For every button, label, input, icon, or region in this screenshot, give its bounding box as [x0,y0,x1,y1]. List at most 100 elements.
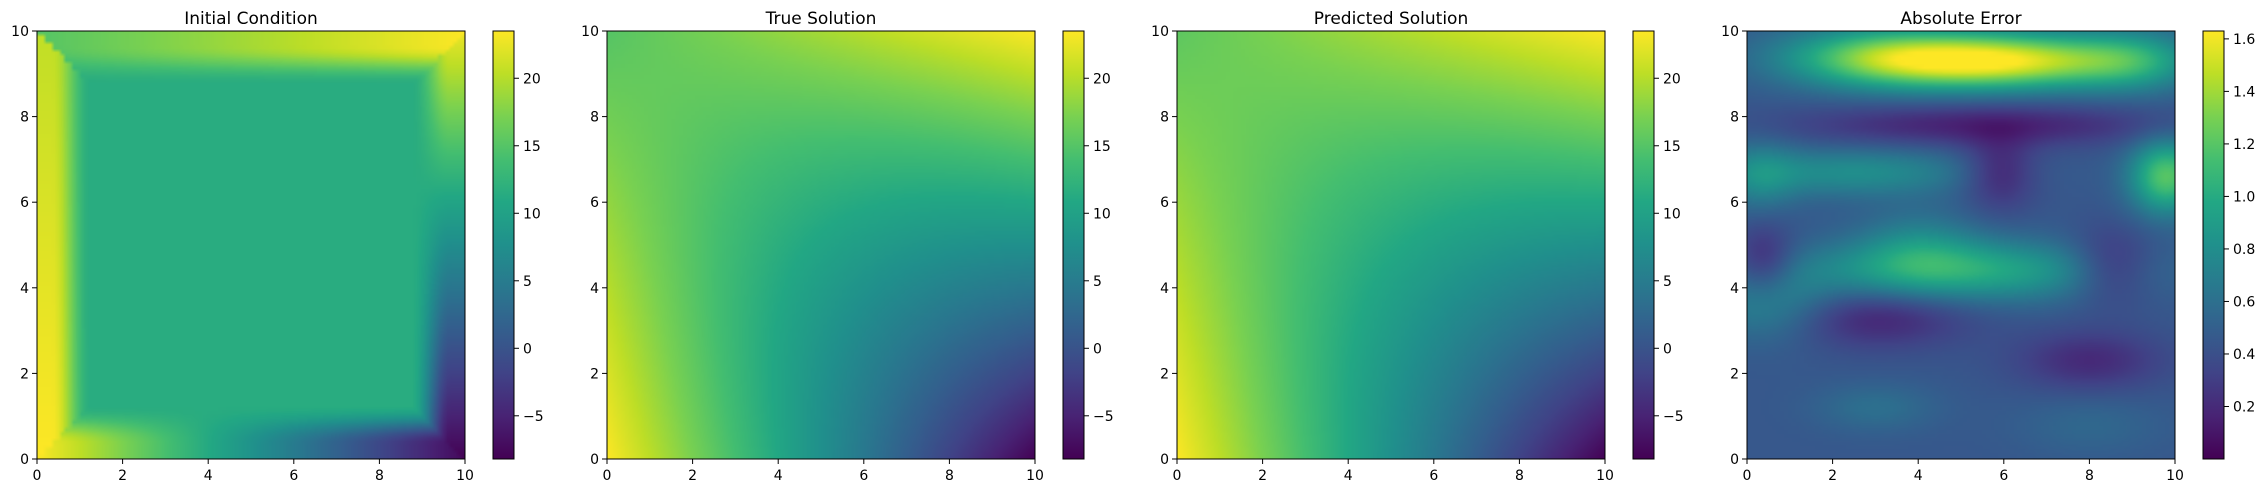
heatmap-image [1747,31,2175,459]
axes-frame [606,30,1036,460]
x-tick-label: 6 [859,468,868,484]
colorbar-tick-label: −5 [523,409,544,425]
heatmap-image [607,31,1035,459]
x-tick-label: 8 [1515,468,1524,484]
y-tick-label: 10 [11,24,29,40]
y-tick-label: 8 [1160,110,1169,126]
subplot-title: True Solution [765,9,877,29]
y-tick-label: 0 [20,452,29,468]
y-tick-label: 8 [590,110,599,126]
y-tick-label: 2 [1160,366,1169,382]
x-tick-label: 0 [1743,468,1752,484]
subplot-title: Absolute Error [1900,9,2021,29]
y-tick-label: 0 [1730,452,1739,468]
colorbar-frame [1062,30,1085,460]
colorbar-frame [2202,30,2225,460]
colorbar-tick-label: 10 [523,206,541,222]
x-tick-label: 6 [1999,468,2008,484]
y-tick-label: 6 [590,195,599,211]
y-tick-label: 4 [20,281,29,297]
x-tick-label: 10 [1026,468,1044,484]
colorbar-tick-label: 10 [1663,206,1681,222]
x-tick-label: 8 [2085,468,2094,484]
colorbar-tick-label: 0.4 [2233,347,2255,363]
colorbar-tick-label: 0.2 [2233,399,2255,415]
y-tick-label: 8 [1730,110,1739,126]
colorbar-tick-label: 15 [1093,139,1111,155]
colorbar-tick-label: 20 [523,71,541,87]
x-tick-label: 4 [1344,468,1353,484]
x-tick-label: 2 [688,468,697,484]
colorbar [2203,31,2224,459]
y-tick-label: 4 [590,281,599,297]
colorbar [1633,31,1654,459]
colorbar-tick-label: −5 [1663,409,1684,425]
subplot-3: Predicted Solution 0 2 4 6 8 10 0 2 4 6 8 10 −5 0 5 10 15… [1151,9,1683,484]
x-tick-label: 4 [1914,468,1923,484]
colorbar-frame [492,30,515,460]
y-tick-label: 10 [1151,24,1169,40]
x-tick-label: 10 [456,468,474,484]
colorbar-tick-label: 1.2 [2233,137,2255,153]
heatmap-image [37,31,465,459]
y-tick-label: 2 [1730,366,1739,382]
subplot-4: Absolute Error 0 2 4 6 8 10 0 2 4 6 8 10 0.2 0.4 0.6 0.8… [1721,9,2255,484]
y-tick-label: 6 [1160,195,1169,211]
colorbar-tick-label: 0 [523,341,532,357]
colorbar-frame [1632,30,1655,460]
colorbar-tick-label: 20 [1093,71,1111,87]
colorbar-tick-label: 0.6 [2233,294,2255,310]
x-tick-label: 6 [1429,468,1438,484]
colorbar-tick-label: 20 [1663,71,1681,87]
heatmap-image [1177,31,1605,459]
y-tick-label: 4 [1160,281,1169,297]
colorbar-tick-label: 0 [1663,341,1672,357]
x-tick-label: 2 [1258,468,1267,484]
subplot-title: Predicted Solution [1314,9,1468,29]
y-tick-label: 0 [590,452,599,468]
x-tick-label: 8 [945,468,954,484]
x-tick-label: 4 [204,468,213,484]
colorbar-tick-label: 1.4 [2233,84,2255,100]
colorbar-tick-label: −5 [1093,409,1114,425]
x-tick-label: 2 [118,468,127,484]
y-tick-label: 6 [20,195,29,211]
axes-frame [1176,30,1606,460]
colorbar-tick-label: 5 [1663,274,1672,290]
x-tick-label: 4 [774,468,783,484]
subplot-title: Initial Condition [184,9,318,29]
x-tick-label: 0 [1173,468,1182,484]
y-tick-label: 2 [590,366,599,382]
colorbar-tick-label: 0 [1093,341,1102,357]
axes-frame [1746,30,2176,460]
subplot-1: Initial Condition 0 2 4 6 8 10 0 2 4 6 8 10 −5 0 5 10 15 2… [11,9,543,484]
colorbar-tick-label: 5 [1093,274,1102,290]
x-tick-label: 8 [375,468,384,484]
y-tick-label: 4 [1730,281,1739,297]
x-tick-label: 2 [1828,468,1837,484]
y-tick-label: 10 [581,24,599,40]
axes-frame [36,30,466,460]
x-tick-label: 10 [2166,468,2184,484]
y-tick-label: 6 [1730,195,1739,211]
x-tick-label: 10 [1596,468,1614,484]
x-tick-label: 0 [33,468,42,484]
colorbar [493,31,514,459]
colorbar-tick-label: 1.0 [2233,189,2255,205]
colorbar [1063,31,1084,459]
colorbar-tick-label: 5 [523,274,532,290]
colorbar-tick-label: 15 [523,139,541,155]
y-tick-label: 8 [20,110,29,126]
colorbar-tick-label: 1.6 [2233,32,2255,48]
y-tick-label: 10 [1721,24,1739,40]
x-tick-label: 6 [289,468,298,484]
colorbar-tick-label: 0.8 [2233,242,2255,258]
colorbar-tick-label: 15 [1663,139,1681,155]
y-tick-label: 0 [1160,452,1169,468]
colorbar-tick-label: 10 [1093,206,1111,222]
x-tick-label: 0 [603,468,612,484]
y-tick-label: 2 [20,366,29,382]
subplot-2: True Solution 0 2 4 6 8 10 0 2 4 6 8 10 −5 0 5 10 15 20 [581,9,1113,484]
